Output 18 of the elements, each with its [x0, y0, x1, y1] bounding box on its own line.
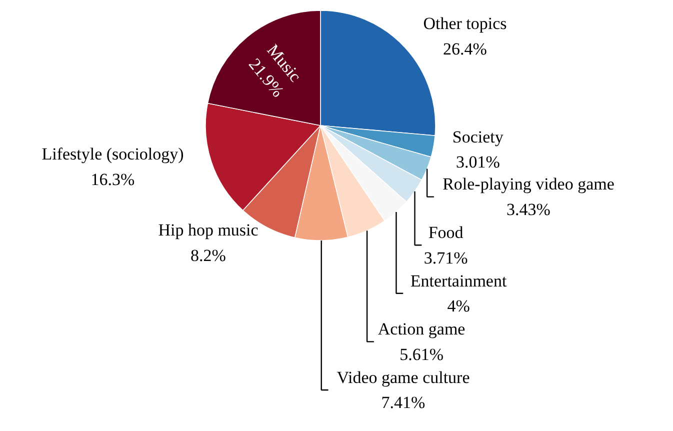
- slice-label: Society: [452, 127, 504, 146]
- data-label: 4%: [447, 296, 470, 316]
- slice-label: Hip hop music: [158, 220, 259, 240]
- slice-label: Food: [428, 222, 464, 242]
- data-label: 16.3%: [90, 170, 135, 189]
- slice-label: Entertainment: [410, 271, 507, 290]
- slice-label: Other topics: [423, 14, 507, 34]
- data-label: 8.2%: [190, 246, 226, 265]
- slice-label: Lifestyle (sociology): [42, 144, 184, 164]
- data-label: 3.01%: [456, 152, 500, 172]
- data-label: 3.43%: [506, 200, 550, 219]
- slice-label: Role-playing video game: [442, 174, 614, 194]
- data-label: 3.71%: [424, 248, 468, 268]
- data-label: 5.61%: [400, 344, 444, 364]
- data-label: 7.41%: [381, 393, 426, 412]
- slice-label: Video game culture: [336, 368, 470, 387]
- slice-label: Action game: [378, 320, 466, 339]
- data-label: 26.4%: [443, 39, 487, 58]
